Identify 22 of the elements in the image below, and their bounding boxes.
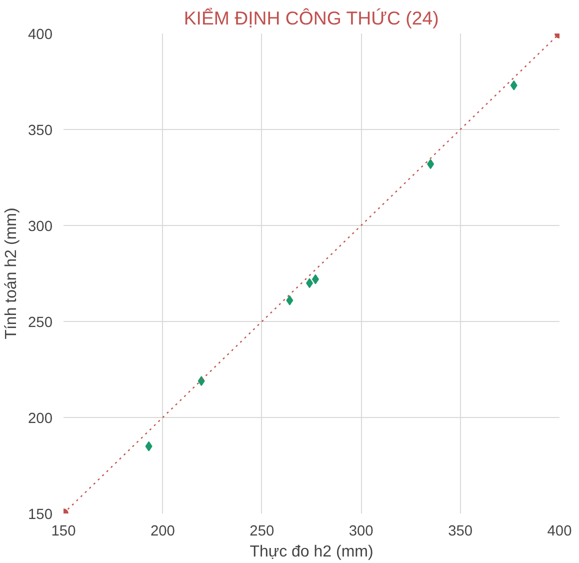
point — [306, 278, 314, 288]
x-tick-label: 350 — [448, 524, 473, 540]
y-tick-label: 350 — [28, 123, 53, 139]
point — [145, 441, 152, 452]
x-tick-label: 200 — [150, 524, 175, 540]
y-axis-title: Tính toán h2 (mm) — [3, 208, 20, 340]
y-tick-label: 200 — [28, 411, 53, 427]
point — [198, 376, 205, 386]
point — [286, 295, 294, 306]
point — [510, 80, 518, 90]
x-tick-label: 300 — [348, 524, 374, 540]
x-tick-label: 150 — [51, 524, 76, 540]
point — [427, 159, 434, 170]
x-tick-label: 250 — [250, 524, 274, 540]
y-tick-label: 300 — [28, 219, 53, 235]
chart-title: KIỂM ĐỊNH CÔNG THỨC (24) — [184, 8, 439, 28]
y-tick-label: 250 — [28, 315, 53, 331]
y-tick-label: 150 — [28, 507, 53, 523]
y-tick-label: 400 — [28, 27, 53, 43]
x-axis-title: Thực đo h2 (mm) — [250, 544, 374, 560]
x-tick-label: 400 — [547, 524, 572, 540]
point — [312, 274, 319, 284]
